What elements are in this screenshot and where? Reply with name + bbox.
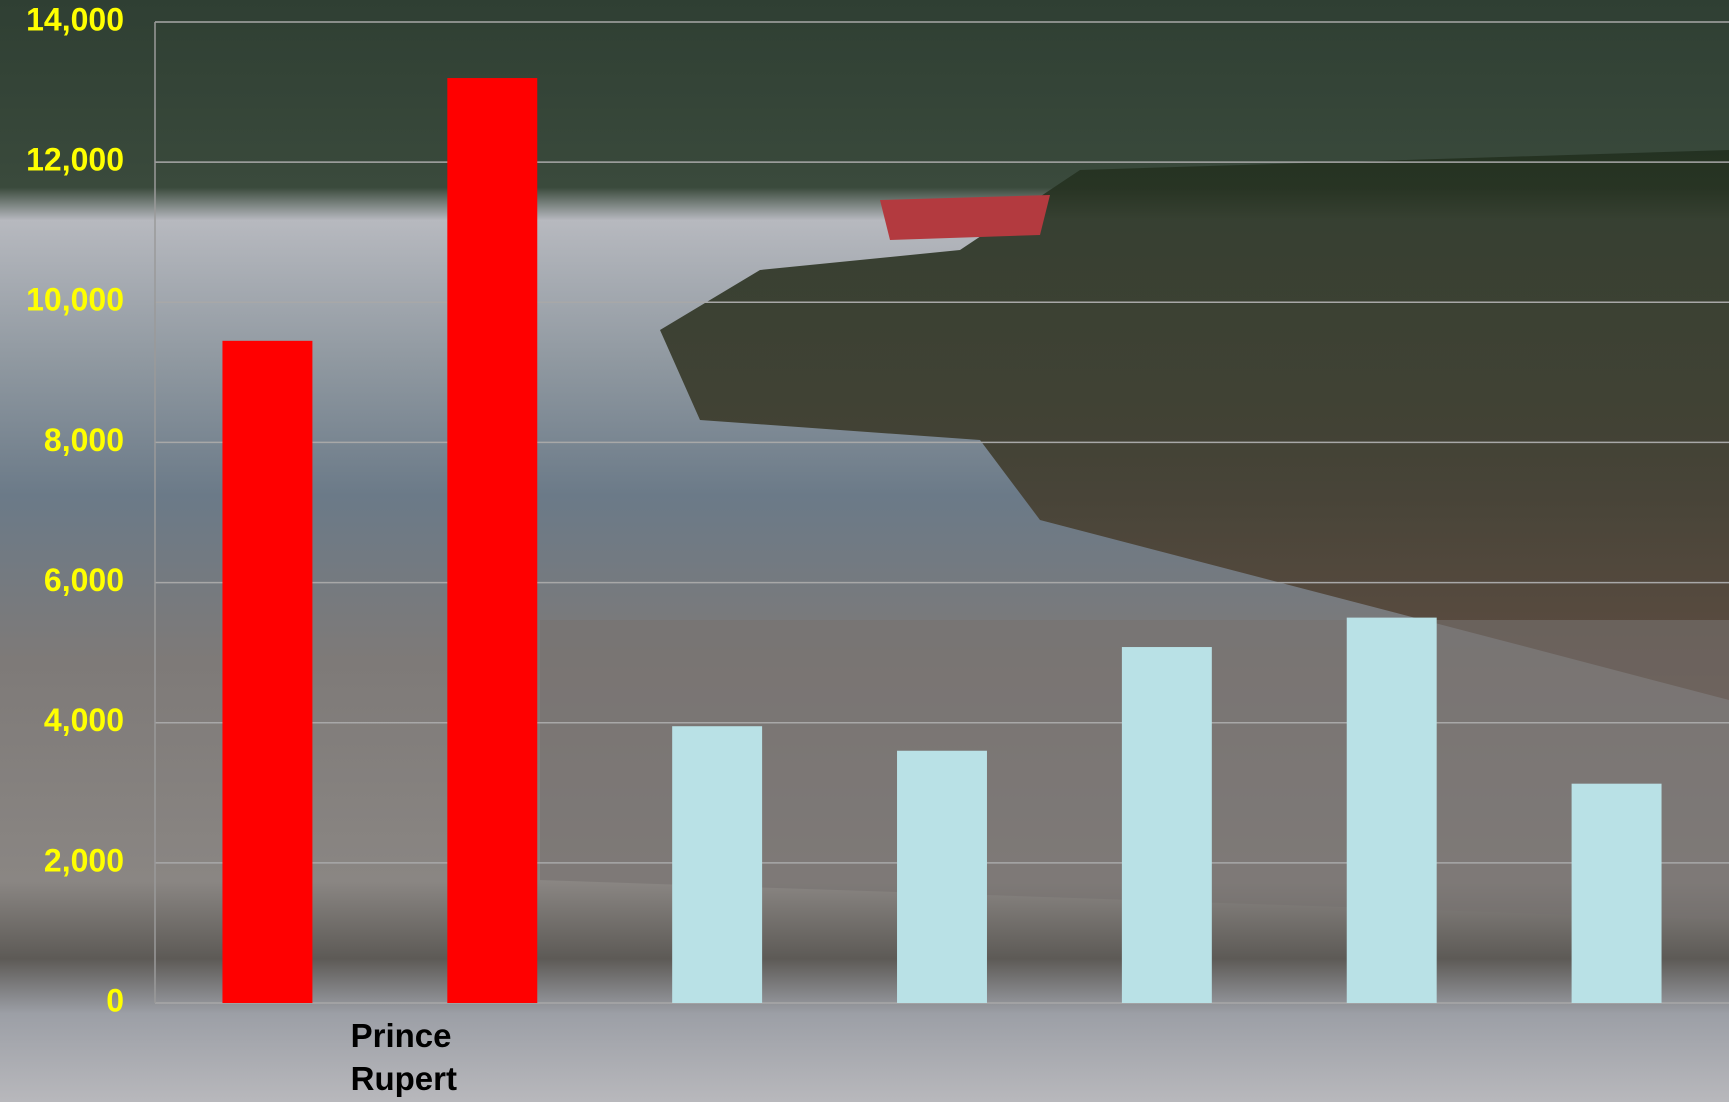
y-tick-label: 4,000 — [44, 702, 124, 738]
background-hill — [660, 150, 1729, 700]
x-tick-label: Prince Rupert — [350, 1017, 457, 1097]
bar — [1121, 647, 1212, 1003]
bar — [447, 78, 538, 1004]
bar — [672, 726, 763, 1003]
bar — [222, 340, 313, 1003]
bar — [1346, 617, 1437, 1003]
y-tick-label: 12,000 — [26, 142, 124, 178]
y-tick-label: 8,000 — [44, 422, 124, 458]
background-ship — [880, 195, 1050, 240]
y-tick-label: 14,000 — [26, 1, 124, 37]
bar — [1571, 783, 1662, 1003]
y-tick-label: 2,000 — [44, 842, 124, 878]
y-tick-label: 0 — [106, 982, 124, 1018]
bar — [897, 750, 987, 1003]
y-tick-label: 10,000 — [26, 282, 124, 318]
y-tick-label: 6,000 — [44, 562, 124, 598]
